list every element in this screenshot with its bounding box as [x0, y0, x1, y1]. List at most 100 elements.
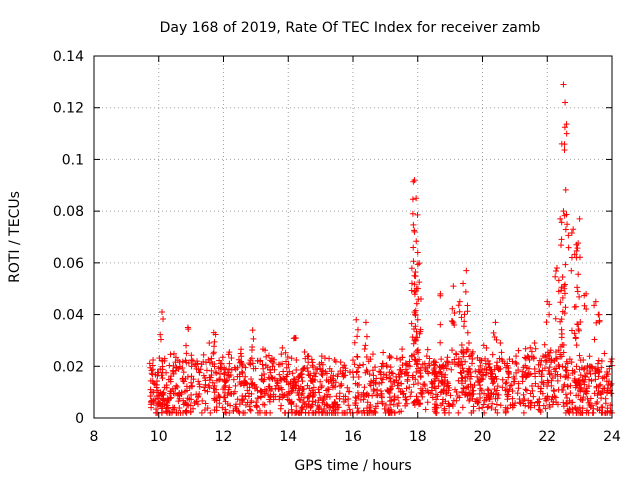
data-point: [568, 327, 575, 334]
data-point: [399, 362, 406, 369]
data-point: [354, 326, 361, 333]
data-point: [399, 368, 406, 375]
data-point: [604, 389, 611, 396]
data-point: [391, 378, 398, 385]
data-point: [351, 361, 358, 368]
data-point: [557, 353, 564, 360]
data-point: [253, 399, 260, 406]
data-point: [232, 366, 239, 373]
data-point: [166, 362, 173, 369]
data-point: [554, 371, 561, 378]
data-point: [455, 355, 462, 362]
data-point: [370, 379, 377, 386]
data-point: [548, 370, 555, 377]
data-point: [415, 401, 422, 408]
data-point: [507, 402, 514, 409]
data-point: [462, 288, 469, 295]
data-point: [515, 347, 522, 354]
data-point: [576, 215, 583, 222]
data-point: [293, 356, 300, 363]
data-point: [591, 302, 598, 309]
data-point: [558, 219, 565, 226]
data-point: [410, 178, 417, 185]
data-point: [312, 399, 319, 406]
data-point: [476, 405, 483, 412]
data-point: [217, 360, 224, 367]
data-point: [224, 400, 231, 407]
data-point: [337, 383, 343, 390]
data-point: [288, 399, 295, 406]
data-point: [159, 375, 166, 382]
data-point: [269, 363, 276, 370]
data-point: [604, 368, 611, 375]
data-point: [439, 396, 446, 403]
data-point: [443, 390, 450, 397]
data-point: [189, 357, 196, 364]
data-point: [160, 389, 167, 396]
data-point: [430, 366, 437, 373]
data-point: [526, 356, 533, 363]
data-point: [555, 277, 562, 284]
data-point: [459, 374, 466, 381]
data-point: [204, 388, 211, 395]
data-point: [484, 386, 491, 393]
data-point: [185, 359, 192, 366]
data-point: [464, 329, 471, 336]
data-point: [441, 407, 448, 414]
data-point: [382, 401, 389, 408]
data-point: [429, 394, 436, 401]
data-point: [594, 406, 601, 413]
data-point: [270, 396, 277, 403]
data-point: [194, 360, 201, 367]
data-point: [427, 390, 434, 397]
data-point: [536, 357, 543, 364]
data-point: [542, 359, 549, 366]
data-point: [412, 323, 419, 330]
data-point: [458, 348, 465, 355]
data-point: [437, 321, 444, 328]
data-point: [372, 405, 379, 412]
data-point: [562, 281, 569, 288]
data-point: [182, 408, 189, 415]
data-point: [378, 363, 385, 370]
data-point: [600, 385, 607, 392]
data-point: [586, 400, 593, 407]
data-point: [431, 371, 438, 378]
data-point: [402, 394, 409, 401]
data-point: [163, 369, 170, 376]
data-point: [389, 383, 396, 390]
data-point: [490, 376, 497, 383]
data-point: [509, 387, 516, 394]
data-point: [464, 308, 471, 315]
data-point: [253, 403, 260, 410]
data-point: [519, 368, 526, 375]
data-point: [405, 362, 412, 369]
data-point: [230, 376, 237, 383]
data-point: [532, 380, 539, 387]
data-point: [574, 284, 581, 291]
data-point: [474, 354, 481, 361]
data-point: [437, 339, 444, 346]
data-point: [261, 376, 268, 383]
data-point: [248, 375, 255, 382]
data-point: [388, 397, 395, 404]
data-point: [461, 318, 468, 325]
data-point: [562, 226, 569, 233]
data-point: [352, 400, 359, 407]
data-point: [355, 408, 362, 415]
data-point: [583, 370, 590, 377]
data-point: [288, 406, 295, 413]
data-point: [584, 362, 591, 369]
data-point: [452, 350, 459, 357]
data-point: [290, 376, 297, 383]
data-point: [467, 352, 474, 359]
data-point: [249, 344, 256, 351]
data-point: [357, 396, 364, 403]
data-point: [209, 379, 216, 386]
data-point: [531, 402, 538, 409]
data-point: [413, 300, 420, 307]
data-point: [420, 381, 427, 388]
data-point: [463, 267, 470, 274]
data-point: [553, 355, 560, 362]
data-point: [415, 365, 422, 372]
